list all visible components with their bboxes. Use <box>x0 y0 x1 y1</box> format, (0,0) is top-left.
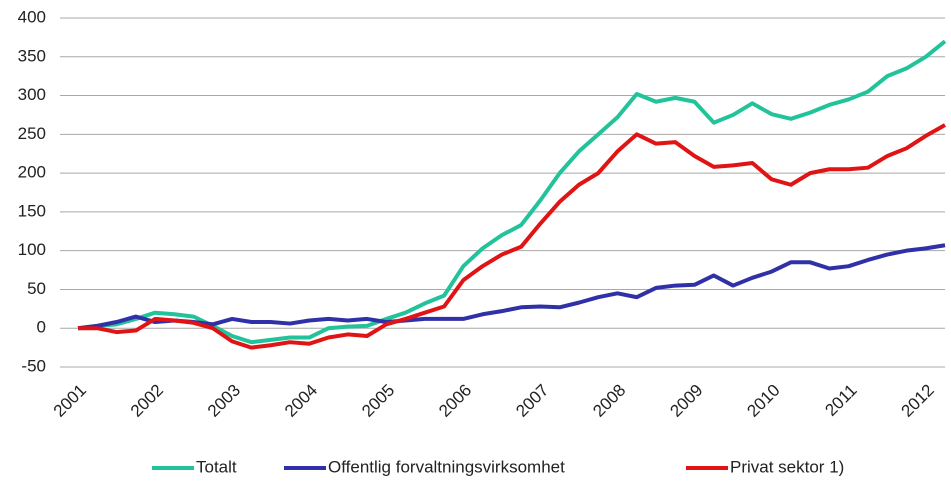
x-tick-label: 2011 <box>821 381 860 420</box>
x-tick-label: 2005 <box>358 381 398 421</box>
y-tick-label: 250 <box>18 124 46 143</box>
x-tick-label: 2006 <box>435 381 475 421</box>
legend: Totalt Offentlig forvaltningsvirksomhet Pr… <box>152 457 844 476</box>
x-tick-label: 2012 <box>898 381 938 421</box>
y-tick-label: 300 <box>18 85 46 104</box>
x-tick-label: 2004 <box>281 381 321 421</box>
y-tick-label: 150 <box>18 201 46 220</box>
x-tick-label: 2009 <box>666 381 706 421</box>
y-tick-label: 50 <box>27 279 46 298</box>
y-tick-label: 100 <box>18 240 46 259</box>
x-tick-label: 2010 <box>743 381 783 421</box>
x-tick-label: 2008 <box>589 381 629 421</box>
legend-label: Totalt <box>196 457 237 476</box>
x-tick-label: 2002 <box>127 381 167 421</box>
series-line <box>77 243 946 331</box>
x-tick-label: 2003 <box>204 381 244 421</box>
series-line <box>77 39 947 345</box>
y-tick-label: 350 <box>18 46 46 65</box>
legend-label: Privat sektor 1) <box>730 457 844 476</box>
y-tick-label: 400 <box>18 7 46 26</box>
y-tick-label: 200 <box>18 163 46 182</box>
y-tick-label: 0 <box>37 318 46 337</box>
series-line <box>78 123 946 350</box>
x-tick-label: 2007 <box>512 381 552 421</box>
y-tick-label: -50 <box>21 356 46 375</box>
legend-label: Offentlig forvaltningsvirksomhet <box>328 457 565 476</box>
x-tick-label: 2001 <box>50 381 90 421</box>
